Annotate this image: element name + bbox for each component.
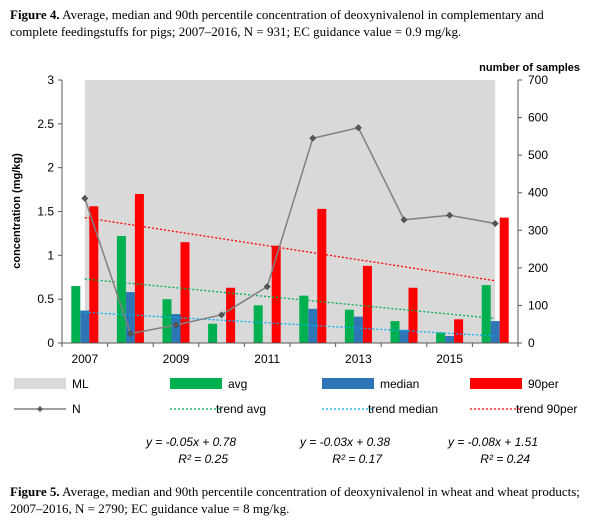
n-series-point: [126, 330, 134, 338]
trend-median-line: [84, 311, 496, 337]
trend-r2: R² = 0.24: [480, 452, 530, 466]
legend-marker-n: [37, 406, 43, 412]
trend-equation: y = -0.08x + 1.51: [447, 435, 538, 449]
y-axis-label: concentration (mg/kg): [11, 153, 23, 269]
legend-swatch-avg: [170, 378, 222, 389]
90per-bar: [271, 245, 281, 343]
legend-label: trend 90per: [516, 402, 577, 416]
n-series-point: [218, 311, 226, 319]
y2-tick-label: 300: [528, 223, 548, 237]
avg-bar: [208, 323, 218, 343]
trend-avg-line: [84, 278, 496, 320]
legend-label: trend avg: [216, 402, 266, 416]
avg-bar: [253, 305, 263, 343]
figure-caption-text: Average, median and 90th percentile conc…: [10, 7, 544, 39]
y-tick-label: 0.5: [37, 292, 54, 306]
median-bar: [353, 316, 363, 343]
x-tick-label: 2011: [254, 352, 280, 366]
y-tick-label: 1: [47, 248, 54, 262]
trend-r2: R² = 0.25: [178, 452, 228, 466]
n-series-point: [400, 216, 408, 224]
x-tick-label: 2009: [163, 352, 190, 366]
n-series-point: [309, 134, 317, 142]
n-series-point: [172, 321, 180, 329]
median-bar: [399, 329, 409, 343]
legend-swatch-ml: [14, 378, 66, 389]
avg-bar: [436, 332, 446, 343]
x-tick-label: 2013: [345, 352, 372, 366]
figure-label: Figure 5.: [10, 484, 60, 499]
figure-caption-text: Average, median and 90th percentile conc…: [10, 484, 580, 516]
trend-90per-line: [84, 216, 496, 282]
y-tick-label: 3: [47, 73, 54, 87]
90per-bar: [226, 287, 236, 343]
y-tick-label: 2.5: [37, 117, 54, 131]
median-bar: [445, 335, 455, 343]
x-tick-label: 2007: [71, 352, 98, 366]
y2-tick-label: 700: [528, 73, 548, 87]
figure-caption-top: Figure 4. Average, median and 90th perce…: [10, 6, 592, 40]
n-series-line: [84, 126, 496, 335]
median-bar: [80, 310, 90, 343]
legend-label: ML: [72, 377, 89, 391]
90per-bar: [362, 265, 372, 343]
n-series-point: [263, 283, 271, 291]
90per-bar: [89, 206, 99, 343]
avg-bar: [116, 236, 126, 343]
median-bar: [171, 314, 181, 343]
90per-bar: [317, 208, 327, 343]
90per-bar: [408, 287, 418, 343]
90per-bar: [134, 193, 144, 343]
avg-bar: [71, 286, 81, 343]
figure-label: Figure 4.: [10, 7, 60, 22]
median-bar: [490, 321, 500, 343]
legend-swatch-median: [322, 378, 374, 389]
plot-area: 0 0.5 1 1.5 2 2.5 3 0 100 200 300 400 500 600 700 2007 2…: [37, 73, 548, 366]
legend-label: trend median: [368, 402, 438, 416]
y2-tick-label: 600: [528, 111, 548, 125]
legend-label: N: [72, 402, 81, 416]
legend-label: 90per: [528, 377, 559, 391]
legend-label: avg: [228, 377, 247, 391]
legend-swatch-90per: [470, 378, 522, 389]
y2-tick-label: 0: [528, 336, 535, 350]
avg-bar: [299, 295, 309, 343]
x-tick-label: 2015: [436, 352, 463, 366]
avg-bar: [344, 309, 354, 343]
figure-caption-bottom: Figure 5. Average, median and 90th perce…: [10, 483, 592, 517]
avg-bar: [162, 299, 172, 343]
trend-equation: y = -0.03x + 0.38: [299, 435, 390, 449]
y2-tick-label: 200: [528, 261, 548, 275]
legend-label: median: [380, 377, 419, 391]
trend-equations: y = -0.05x + 0.78 R² = 0.25 y = -0.03x + 0…: [145, 435, 538, 466]
y2-axis-label: number of samples: [479, 62, 580, 74]
n-series-point: [81, 194, 89, 202]
avg-bar: [390, 321, 400, 343]
n-series-point: [354, 124, 362, 132]
y2-tick-label: 500: [528, 148, 548, 162]
n-series-point: [446, 211, 454, 219]
trend-r2: R² = 0.17: [332, 452, 383, 466]
y-tick-label: 1.5: [37, 205, 54, 219]
legend: ML avg median 90per N trend avg trend median tr…: [14, 377, 577, 416]
avg-bar: [481, 285, 491, 343]
y2-tick-label: 100: [528, 298, 548, 312]
n-series-point: [491, 220, 499, 227]
y2-tick-label: 400: [528, 186, 548, 200]
y-tick-label: 0: [47, 336, 54, 350]
median-bar: [125, 292, 135, 343]
90per-bar: [180, 242, 190, 343]
y-tick-label: 2: [47, 161, 54, 175]
90per-bar: [499, 217, 509, 343]
trend-equation: y = -0.05x + 0.78: [145, 435, 236, 449]
90per-bar: [454, 319, 464, 343]
